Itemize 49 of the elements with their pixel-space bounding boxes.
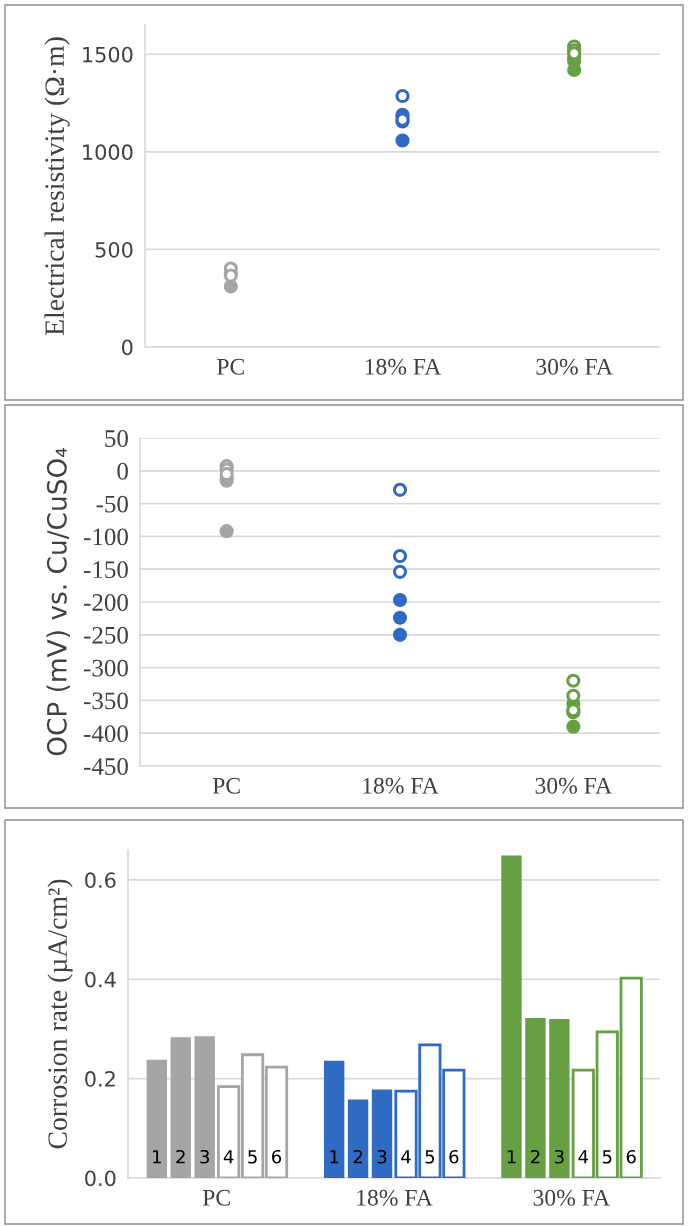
y-tick-label: 50 — [105, 430, 128, 447]
y-tick-label: 0.2 — [85, 1071, 115, 1087]
series-label: 6 — [272, 1149, 282, 1164]
x-tick-label: 30% FA — [536, 358, 613, 375]
x-tick-label: 18% FA — [357, 1189, 433, 1206]
y-tick-label: 500 — [95, 241, 133, 258]
x-tick-label: PC — [202, 1189, 230, 1206]
x-tick-label: PC — [212, 777, 240, 794]
text: 1 — [330, 1150, 339, 1164]
y-axis-title: Electrical resistivity (Ω·m) — [44, 37, 70, 336]
x-tick-label: 18% FA — [363, 777, 439, 794]
y-tick-label: 0.6 — [85, 872, 116, 889]
y-tick-label: -50 — [96, 495, 128, 513]
text: 5 — [248, 1150, 257, 1164]
text: 2 — [176, 1149, 185, 1164]
x-tick-label: 18% FA — [365, 358, 442, 375]
text: 2 — [353, 1149, 363, 1164]
y-tick-label: -450 — [83, 758, 128, 775]
series-label: 3 — [200, 1149, 209, 1164]
y-tick-label: -400 — [83, 725, 128, 743]
y-tick-label: -350 — [83, 692, 128, 710]
y-axis-title: Corrosion rate (µA/cm²) — [47, 879, 73, 1149]
series-label: 1 — [153, 1150, 161, 1164]
y-tick-label: -250 — [83, 626, 128, 644]
text: 4 — [401, 1150, 411, 1164]
series-label: 5 — [602, 1150, 612, 1164]
y-tick-label: -150 — [83, 561, 128, 579]
text: 5 — [425, 1150, 435, 1164]
y-axis-title: OCP (mV) vs. Cu/CuSO₄ — [46, 448, 70, 756]
text: 6 — [449, 1149, 459, 1164]
x-tick-label: 30% FA — [533, 1189, 610, 1206]
y-tick-label: 1000 — [83, 144, 133, 161]
series-label: 4 — [578, 1150, 589, 1164]
y-tick-label: 0 — [122, 339, 133, 356]
y-tick-label: -300 — [83, 659, 128, 677]
y-tick-label: 1500 — [83, 46, 133, 63]
y-tick-label: -200 — [83, 594, 128, 611]
x-tick-label: 30% FA — [535, 777, 612, 794]
text: 4 — [223, 1150, 234, 1164]
series-label: 2 — [531, 1149, 540, 1164]
text: 1 — [507, 1150, 516, 1164]
text: 3 — [555, 1149, 564, 1164]
y-tick-label: 0.4 — [85, 971, 116, 988]
y-tick-label: 0 — [117, 462, 128, 480]
x-tick-label: PC — [217, 358, 244, 375]
text: 6 — [626, 1149, 636, 1164]
y-tick-label: 0.0 — [85, 1170, 116, 1187]
text: 3 — [377, 1149, 387, 1164]
y-tick-label: -100 — [83, 528, 128, 546]
